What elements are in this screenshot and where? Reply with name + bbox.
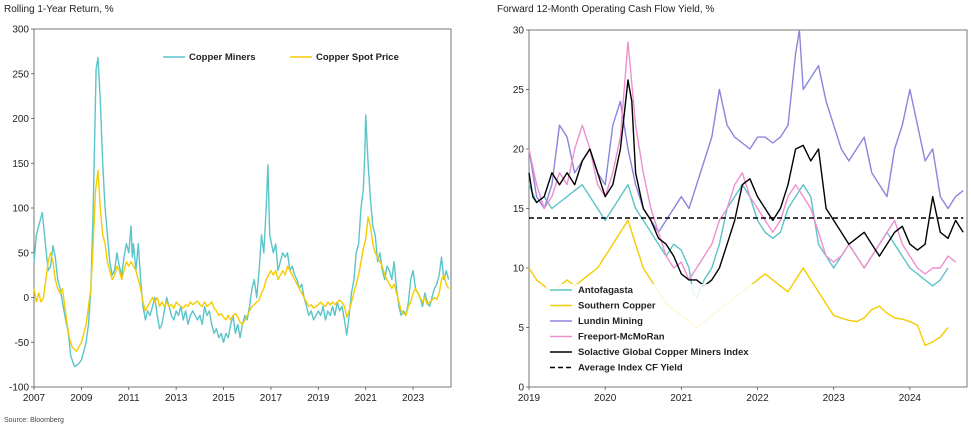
series-line-freeport-mcmoran [528,41,957,281]
y-tick-label: 100 [12,204,29,215]
left-chart-title: Rolling 1-Year Return, % [4,4,114,15]
y-tick-label: 5 [518,323,524,334]
legend-label-copper-miners: Copper Miners [189,52,256,63]
x-tick-label: 2013 [165,393,188,404]
series-line-copper-miners [33,56,450,368]
x-tick-label: 2011 [118,393,140,404]
right-chart: 0 5 10 15 20 25 30 2019 2020 2021 2022 2023 2024 Anto… [513,26,968,404]
x-tick-label: 2020 [594,393,617,404]
legend-label-average-index-cf-yield: Average Index CF Yield [578,363,683,374]
x-tick-label: 2024 [899,393,922,404]
source-note: Source: Bloomberg [4,417,64,424]
x-tick-label: 2023 [402,393,425,404]
y-tick-label: 50 [18,248,30,259]
legend-label-freeport-mcmoran: Freeport-McMoRan [578,332,665,343]
right-chart-title: Forward 12-Month Operating Cash Flow Yie… [497,4,715,15]
plot-frame [33,28,452,388]
series-line-lundin-mining [528,29,964,233]
x-tick-label: 2021 [355,393,378,404]
legend-background [546,284,771,381]
y-tick-label: 0 [23,293,29,304]
y-tick-label: 10 [513,264,525,275]
y-tick-label: 15 [513,204,525,215]
y-tick-label: -50 [15,338,30,349]
x-tick-label: 2015 [212,393,235,404]
x-tick-label: 2019 [307,393,330,404]
series-line-copper-spot-price [33,169,450,352]
x-tick-label: 2021 [670,393,693,404]
y-tick-label: 20 [513,145,525,156]
y-tick-label: 30 [513,26,525,37]
y-tick-label: 250 [12,69,29,80]
legend-label-lundin-mining: Lundin Mining [578,316,643,327]
legend-label-solactive-global-copper-miners-index: Solactive Global Copper Miners Index [578,347,749,358]
legend-label-antofagasta: Antofagasta [578,285,634,296]
x-tick-label: 2019 [518,393,541,404]
x-tick-label: 2007 [23,393,46,404]
y-tick-label: -100 [9,383,29,394]
y-tick-label: 0 [518,383,524,394]
series-line-solactive-global-copper-miners-index [528,79,964,287]
y-tick-label: 25 [513,85,525,96]
legend-label-copper-spot-price: Copper Spot Price [316,52,399,63]
left-chart: -100 -50 0 50 100 150 200 250 300 2007 2009 2011 201… [9,25,452,404]
y-tick-label: 200 [12,114,29,125]
x-tick-label: 2009 [70,393,93,404]
x-tick-label: 2017 [260,393,283,404]
x-tick-label: 2023 [823,393,846,404]
y-tick-label: 300 [12,25,29,36]
x-tick-label: 2022 [746,393,769,404]
legend-label-southern-copper: Southern Copper [578,301,656,312]
y-tick-label: 150 [12,159,29,170]
